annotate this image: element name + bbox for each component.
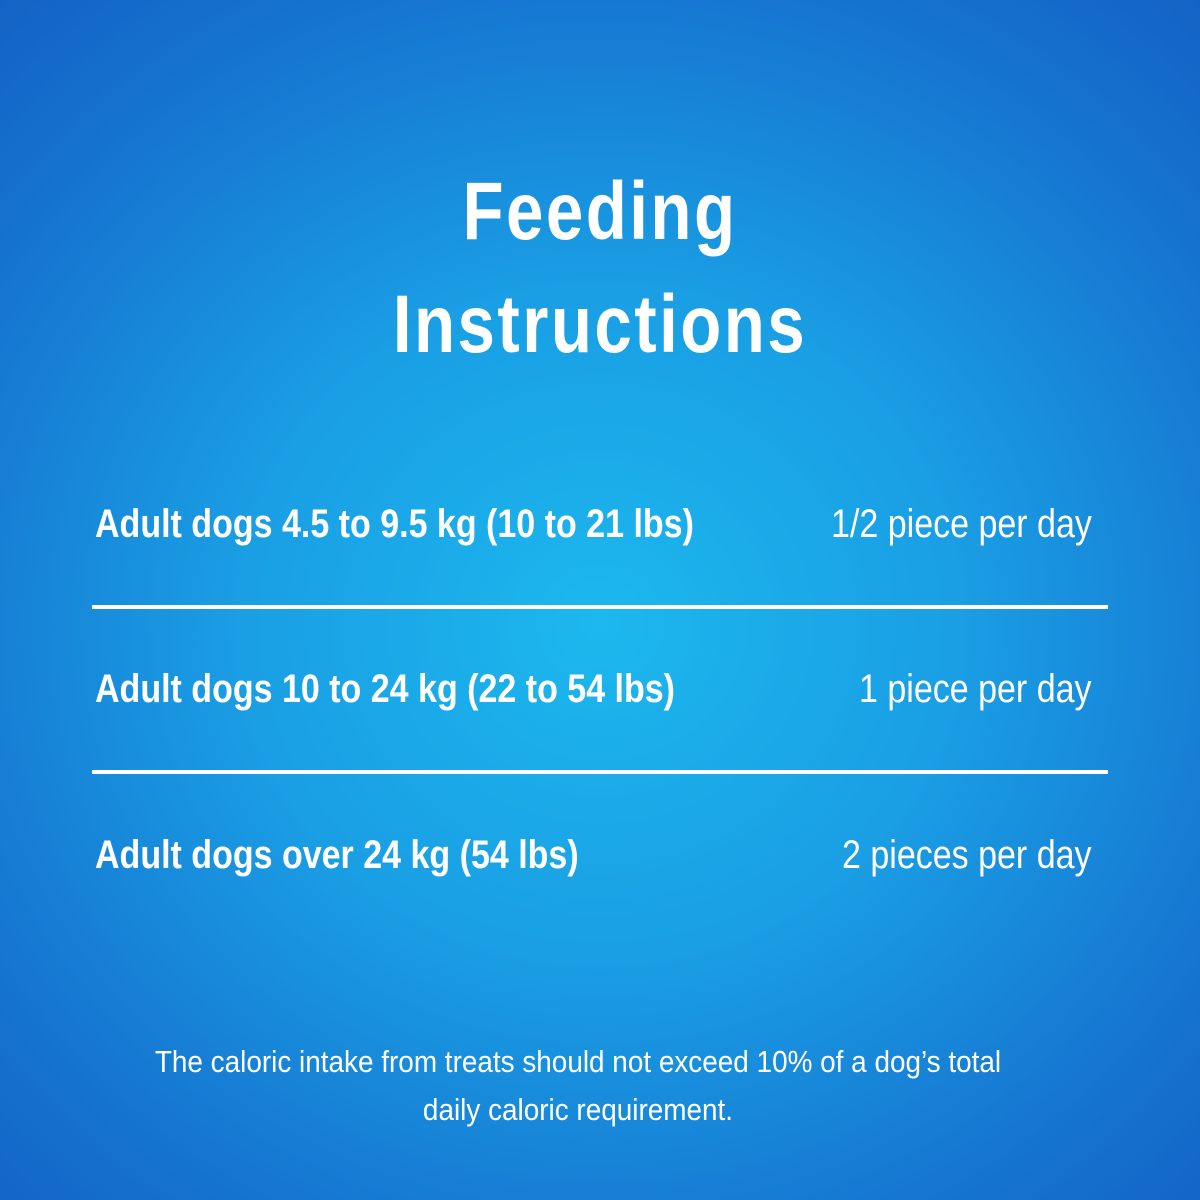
footnote: daily caloric requirement.	[422, 1092, 734, 1127]
amount: 2 pieces per day	[842, 833, 1092, 877]
table-row: Adult dogs 4.5 to 9.5 kg (10 to 21 lbs) …	[95, 502, 1092, 562]
divider	[92, 770, 1108, 774]
table-row: Adult dogs 10 to 24 kg (22 to 54 lbs) 1 …	[95, 667, 1092, 727]
weight-range: Adult dogs 4.5 to 9.5 kg (10 to 21 lbs)	[95, 502, 694, 546]
footnote: The caloric intake from treats should no…	[154, 1044, 1002, 1079]
weight-range: Adult dogs over 24 kg (54 lbs)	[95, 833, 579, 877]
title: Instructions	[392, 279, 808, 370]
amount: 1/2 piece per day	[831, 502, 1092, 546]
divider	[92, 605, 1108, 609]
weight-range: Adult dogs 10 to 24 kg (22 to 54 lbs)	[95, 667, 675, 711]
amount: 1 piece per day	[859, 667, 1092, 711]
table-row: Adult dogs over 24 kg (54 lbs) 2 pieces …	[95, 833, 1092, 893]
title: Feeding	[462, 166, 738, 257]
